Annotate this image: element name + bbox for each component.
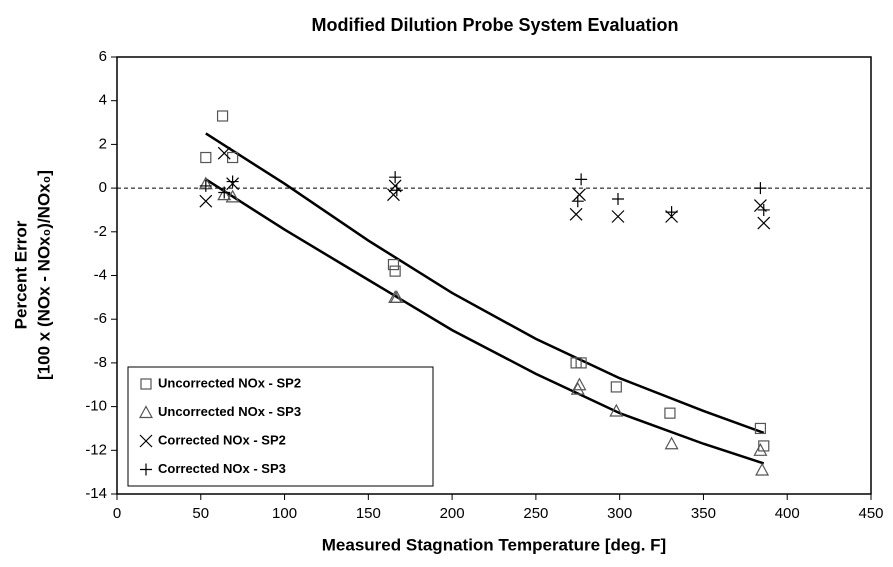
point — [226, 175, 239, 188]
legend-marker — [139, 434, 153, 448]
legend-label: Uncorrected NOx - SP2 — [158, 375, 301, 390]
x-tick-label: 300 — [607, 505, 632, 522]
x-tick-label: 0 — [113, 505, 121, 522]
trendline — [205, 178, 765, 465]
y-tick-label: -6 — [94, 310, 107, 327]
y-tick-label: -14 — [85, 485, 107, 502]
y-tick-label: -2 — [94, 223, 107, 240]
x-axis-title: Measured Stagnation Temperature [deg. F] — [322, 535, 666, 554]
point — [227, 151, 239, 164]
point — [665, 206, 678, 219]
point — [569, 207, 583, 221]
y-axis-title: Percent Error — [11, 220, 30, 329]
point — [757, 203, 770, 216]
point — [225, 189, 240, 203]
point — [611, 193, 624, 206]
point — [216, 110, 229, 122]
chart-title: Modified Dilution Probe System Evaluatio… — [311, 15, 678, 35]
x-tick-label: 400 — [775, 505, 800, 522]
legend-marker — [138, 405, 154, 419]
y-tick-label: 4 — [99, 92, 107, 109]
legend-label: Corrected NOx - SP3 — [158, 461, 286, 476]
point — [217, 187, 232, 201]
y-tick-label: -4 — [94, 266, 107, 283]
y-tick-label: 2 — [99, 135, 107, 152]
point — [389, 290, 404, 303]
point — [610, 381, 622, 393]
x-tick-label: 150 — [356, 505, 381, 522]
y-axis-title: [100 x (NOx - NOx₀)/NOx₀] — [34, 170, 53, 380]
point — [755, 462, 770, 476]
x-tick-label: 100 — [272, 505, 297, 522]
point — [572, 377, 587, 391]
point — [200, 151, 212, 164]
legend-label: Corrected NOx - SP2 — [158, 432, 286, 447]
point — [199, 179, 212, 192]
point — [571, 195, 584, 208]
point — [199, 194, 213, 208]
x-tick-label: 50 — [192, 505, 209, 522]
point — [573, 188, 586, 202]
y-tick-label: 6 — [99, 48, 107, 65]
legend-marker — [140, 378, 152, 390]
x-tick-label: 350 — [691, 505, 716, 522]
point — [754, 182, 767, 195]
legend — [127, 366, 434, 487]
point — [575, 357, 587, 369]
point — [664, 407, 676, 419]
x-tick-label: 250 — [523, 505, 548, 522]
point — [387, 258, 400, 271]
y-tick-label: -8 — [94, 354, 107, 371]
point — [611, 210, 625, 223]
y-tick-label: -12 — [85, 441, 107, 458]
point — [217, 146, 231, 160]
point — [664, 436, 679, 450]
y-tick-label: -10 — [85, 398, 107, 415]
legend-label: Uncorrected NOx - SP3 — [158, 404, 301, 419]
trendline — [205, 132, 765, 434]
point — [754, 422, 767, 435]
point — [389, 265, 401, 277]
point — [753, 443, 768, 456]
point — [570, 381, 585, 395]
legend-marker — [140, 463, 152, 476]
point — [389, 171, 402, 184]
point — [757, 216, 771, 230]
x-tick-label: 450 — [858, 505, 883, 522]
point — [575, 173, 588, 186]
point — [390, 184, 403, 197]
y-tick-label: 0 — [99, 179, 107, 196]
point — [218, 186, 231, 199]
point — [609, 403, 624, 417]
x-tick-label: 200 — [440, 505, 465, 522]
